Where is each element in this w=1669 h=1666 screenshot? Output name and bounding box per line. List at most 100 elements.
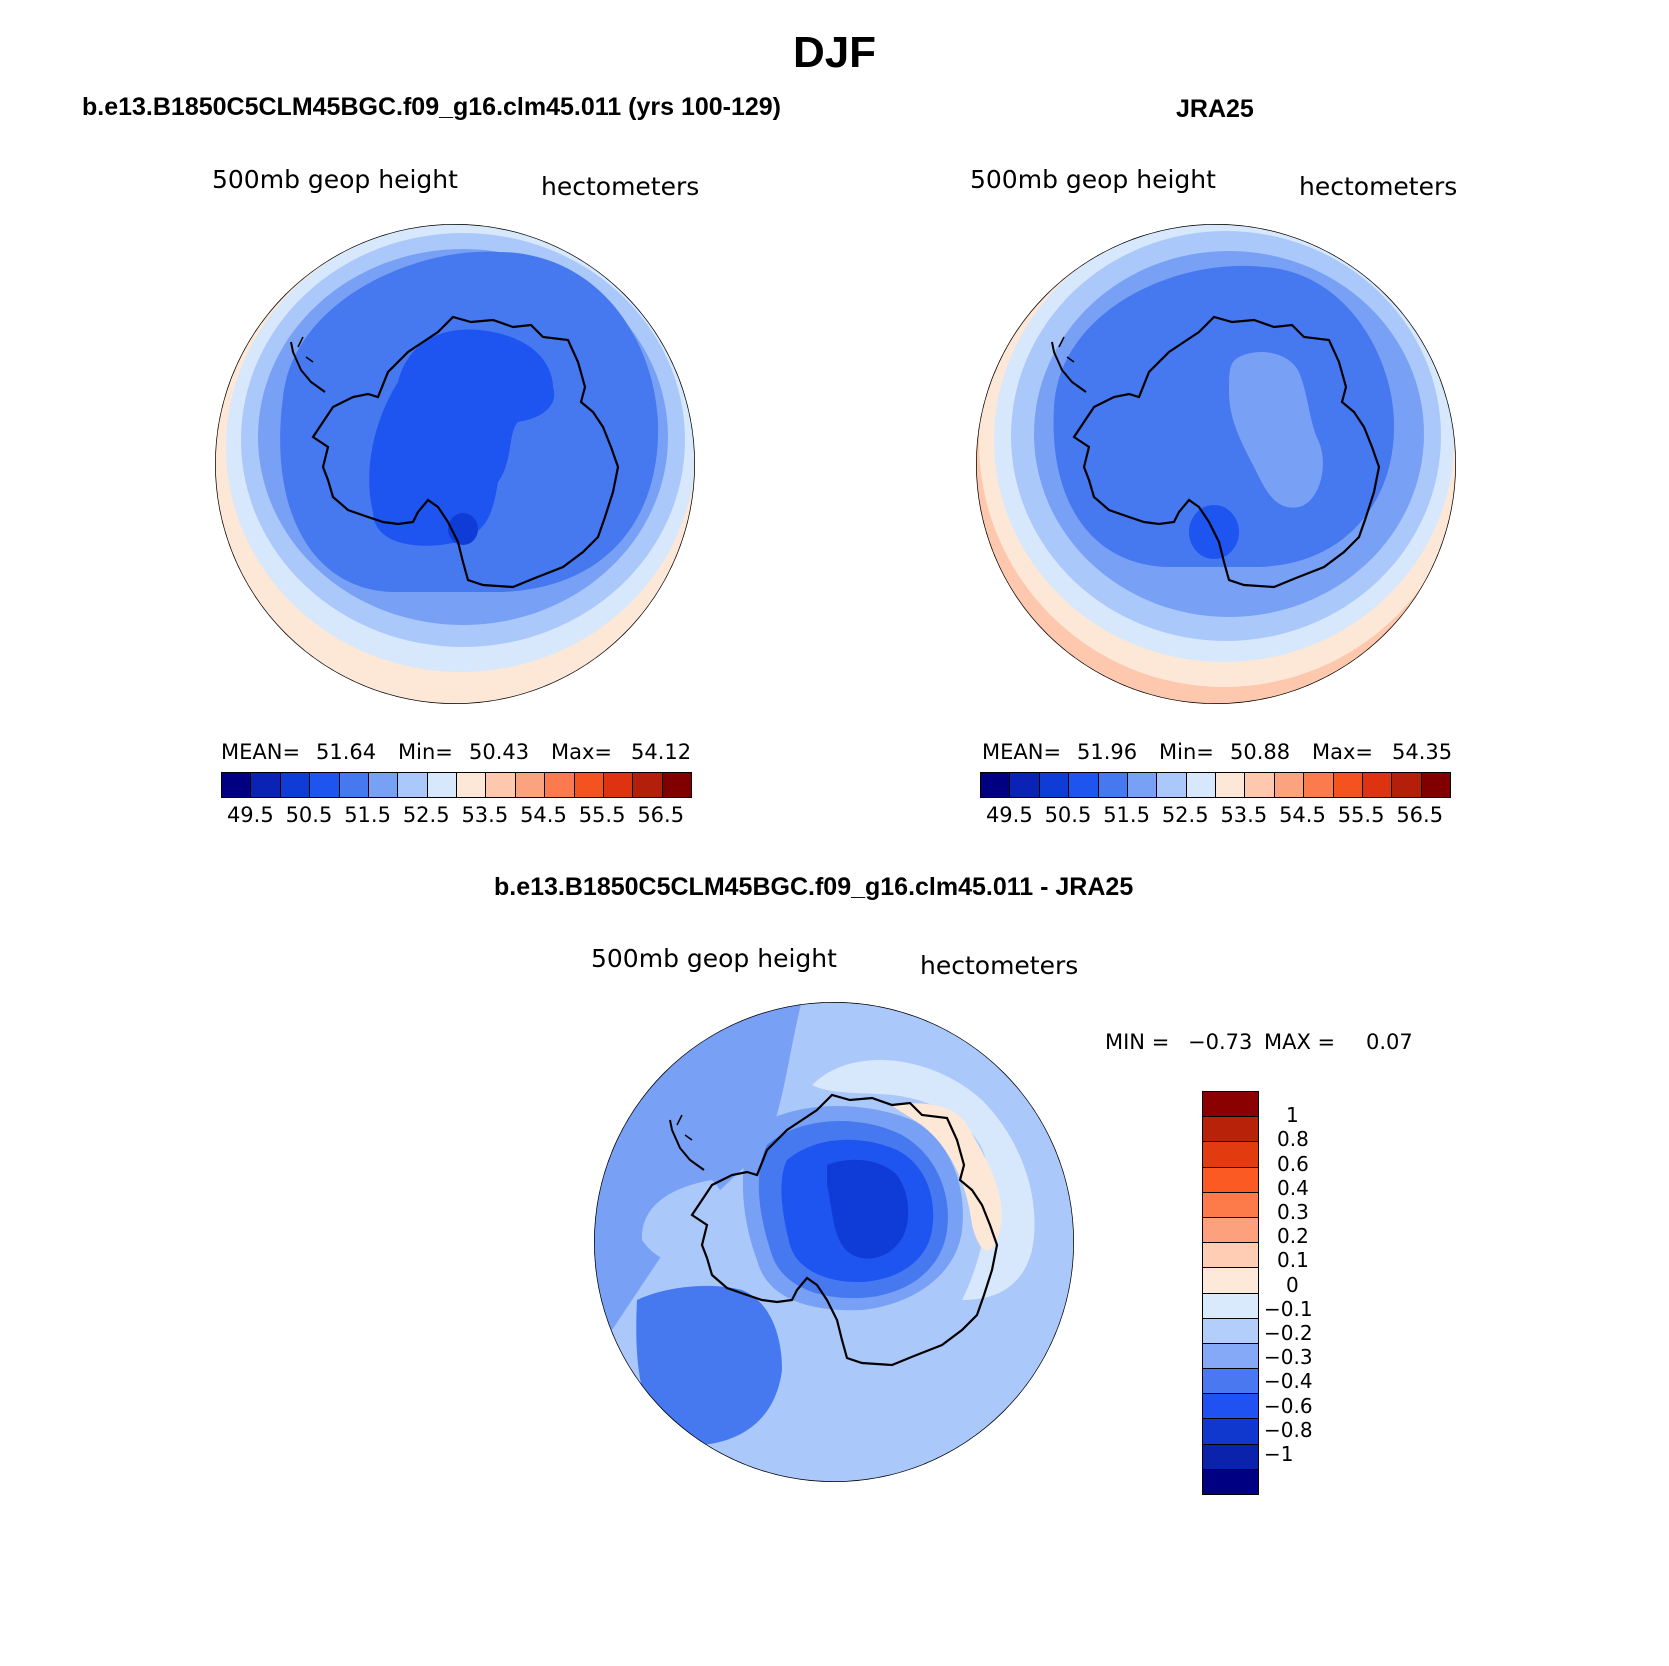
diff-colorbar-cell (1203, 1243, 1258, 1269)
diff-colorbar-cell (1203, 1369, 1258, 1395)
diff-colorbar-ticks: 1 0.8 0.6 0.4 0.3 0.2 0.1 0 −0.1 −0.2 −0.3 −0.4 −0.6… (1264, 1091, 1344, 1481)
model-colorbar-cell (515, 773, 546, 797)
model-colorbar-cell (339, 773, 369, 797)
model-units-label: hectometers (541, 172, 700, 201)
obs-max-value: 54.35 (1392, 740, 1453, 764)
obs-colorbar-cell (1157, 773, 1187, 797)
diff-contour-west-pocket (641, 1180, 728, 1264)
diff-colorbar-cell (1203, 1419, 1258, 1445)
model-contour-50_5 (369, 329, 555, 546)
obs-colorbar-cell (1127, 773, 1158, 797)
diff-colorbar-tick-label: −0.6 (1264, 1393, 1313, 1418)
obs-contour-interior-high (1229, 352, 1323, 508)
model-colorbar-cell (368, 773, 399, 797)
diff-min-label: MIN = (1105, 1030, 1170, 1054)
obs-colorbar-cell (1304, 773, 1334, 797)
diff-colorbar-tick-label: 0.8 (1277, 1127, 1309, 1152)
model-colorbar-cell (486, 773, 516, 797)
diff-colorbar-tick-label: −0.1 (1264, 1296, 1313, 1321)
diff-colorbar-cell (1203, 1092, 1258, 1118)
diff-contour-0 (892, 1103, 1002, 1251)
diff-colorbar-cell (1203, 1192, 1258, 1218)
diff-min-value: −0.73 (1188, 1030, 1253, 1054)
obs-colorbar-cell (1069, 773, 1099, 797)
obs-colorbar-cell (1039, 773, 1070, 797)
diff-colorbar-cell (1203, 1268, 1258, 1294)
diff-colorbar-tick-label: 0.1 (1277, 1248, 1309, 1273)
diff-max-value: 0.07 (1366, 1030, 1413, 1054)
model-antarctica-coastline (311, 315, 620, 589)
model-colorbar-cell (398, 773, 428, 797)
obs-colorbar-cell (1216, 773, 1246, 797)
model-max-label: Max= (551, 740, 613, 764)
diff-colorbar-cell (1203, 1167, 1258, 1193)
obs-colorbar-cell (1274, 773, 1305, 797)
diff-colorbar-cell (1203, 1117, 1258, 1143)
model-colorbar-cell (633, 773, 663, 797)
diff-colorbar-tick-label: 0 (1286, 1272, 1299, 1297)
model-peninsula-outline (290, 341, 326, 393)
diff-colorbar (1202, 1091, 1259, 1495)
diff-colorbar-cell (1203, 1142, 1258, 1168)
model-colorbar-cell (280, 773, 311, 797)
obs-units-label: hectometers (1299, 172, 1458, 201)
diff-polar-map (594, 1002, 1074, 1482)
obs-colorbar-cell (1333, 773, 1363, 797)
model-max-value: 54.12 (631, 740, 692, 764)
model-polar-map (215, 224, 695, 704)
diff-variable-label: 500mb geop height (591, 944, 837, 973)
model-colorbar-cell (310, 773, 340, 797)
diff-colorbar-tick-label: −0.2 (1264, 1321, 1313, 1345)
model-mean-value: 51.64 (316, 740, 377, 764)
model-colorbar-cell (574, 773, 604, 797)
diff-colorbar-tick-label: −0.3 (1264, 1345, 1313, 1370)
obs-polar-map (976, 224, 1456, 704)
diff-colorbar-tick-label: 0.6 (1277, 1151, 1309, 1176)
diff-units-label: hectometers (920, 951, 1079, 980)
model-min-value: 50.43 (469, 740, 530, 764)
model-colorbar-cell (222, 773, 252, 797)
panel-title-model: b.e13.B1850C5CLM45BGC.f09_g16.clm45.011 … (82, 93, 782, 121)
figure-title: DJF (792, 28, 877, 77)
obs-colorbar-cell (981, 773, 1011, 797)
obs-mean-value: 51.96 (1077, 740, 1138, 764)
obs-colorbar-cell (1392, 773, 1422, 797)
obs-max-label: Max= (1312, 740, 1374, 764)
model-colorbar-cell (603, 773, 634, 797)
panel-title-obs: JRA25 (1176, 95, 1254, 123)
diff-peninsula-outline (669, 1119, 705, 1171)
model-min-label: Min= (398, 740, 453, 764)
obs-colorbar-cell (1098, 773, 1128, 797)
diff-colorbar-tick-label: −0.4 (1264, 1369, 1313, 1394)
diff-colorbar-cell (1203, 1318, 1258, 1344)
obs-variable-label: 500mb geop height (970, 165, 1216, 194)
obs-colorbar-cell (1421, 773, 1450, 797)
diff-contour-minus0_3-sw (636, 1285, 782, 1445)
diff-colorbar-cell (1203, 1293, 1258, 1319)
diff-colorbar-tick-label: −0.8 (1264, 1417, 1313, 1442)
obs-colorbar-cell (1186, 773, 1216, 797)
diff-colorbar-tick-label: −1 (1264, 1442, 1294, 1466)
model-variable-label: 500mb geop height (212, 165, 458, 194)
model-colorbar (221, 772, 692, 798)
obs-colorbar-cell (1362, 773, 1393, 797)
panel-title-diff: b.e13.B1850C5CLM45BGC.f09_g16.clm45.011 … (494, 873, 1134, 901)
model-colorbar-cell (545, 773, 575, 797)
diff-colorbar-cell (1203, 1343, 1258, 1370)
diff-colorbar-tick-label: 0.2 (1277, 1224, 1309, 1249)
model-colorbar-cell (427, 773, 457, 797)
diff-colorbar-tick-label: 0.3 (1277, 1200, 1309, 1224)
diff-colorbar-cell (1203, 1469, 1258, 1494)
model-colorbar-cell (457, 773, 487, 797)
diff-colorbar-cell (1203, 1217, 1258, 1244)
obs-colorbar (980, 772, 1451, 798)
obs-colorbar-cell (1010, 773, 1040, 797)
diff-colorbar-tick-label: 0.4 (1277, 1175, 1309, 1200)
obs-peninsula-outline (1051, 341, 1087, 393)
diff-colorbar-tick-label: 1 (1286, 1103, 1299, 1128)
model-colorbar-cell (251, 773, 281, 797)
diff-contour-minus0_8 (827, 1159, 909, 1259)
diff-antarctica-coastline (690, 1093, 999, 1367)
obs-mean-label: MEAN= (982, 740, 1062, 764)
obs-colorbar-cell (1245, 773, 1275, 797)
